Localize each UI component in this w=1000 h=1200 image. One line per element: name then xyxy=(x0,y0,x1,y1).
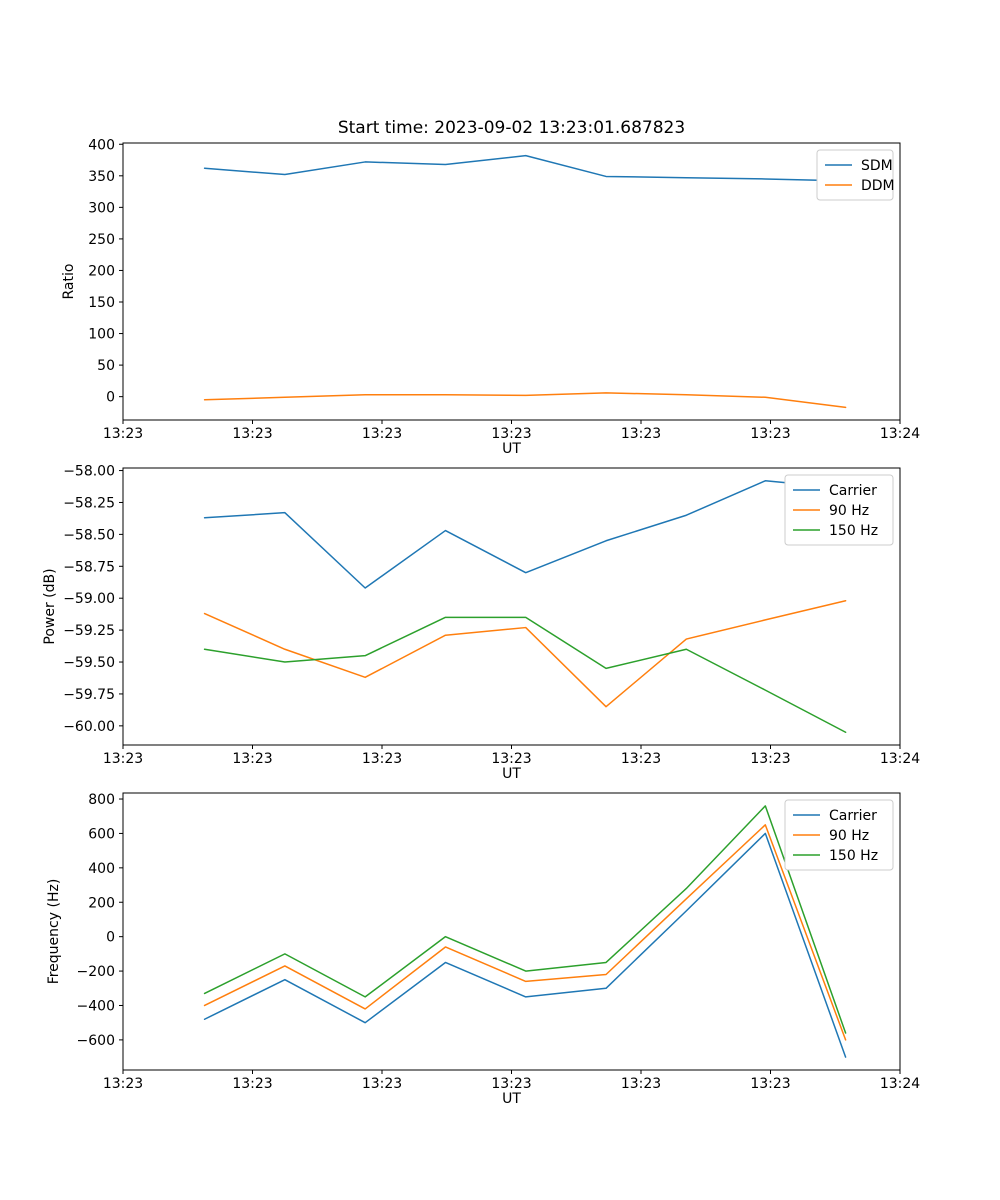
legend-label: 150 Hz xyxy=(829,848,878,864)
y-tick-label: −58.75 xyxy=(63,559,115,575)
legend-label: 90 Hz xyxy=(829,828,869,844)
y-tick-label: 0 xyxy=(106,930,115,946)
y-tick-label: 200 xyxy=(88,263,115,279)
x-tick-label: 13:23 xyxy=(232,1076,272,1092)
y-tick-label: −58.50 xyxy=(63,527,115,543)
y-tick-label: −58.25 xyxy=(63,495,115,511)
y-tick-label: −59.25 xyxy=(63,623,115,639)
y-tick-label: −600 xyxy=(77,1033,115,1049)
x-tick-label: 13:23 xyxy=(232,751,272,767)
y-tick-label: 250 xyxy=(88,232,115,248)
x-tick-label: 13:23 xyxy=(103,426,143,442)
x-tick-label: 13:23 xyxy=(362,426,402,442)
series-line-150-hz xyxy=(203,805,847,1034)
x-tick-label: 13:23 xyxy=(621,426,661,442)
y-tick-label: 600 xyxy=(88,826,115,842)
y-tick-label: 300 xyxy=(88,200,115,216)
x-tick-label: 13:23 xyxy=(750,426,790,442)
legend-label: SDM xyxy=(861,158,893,174)
legend-label: DDM xyxy=(861,178,895,194)
legend-box xyxy=(784,799,894,871)
y-tick-label: −400 xyxy=(77,998,115,1014)
x-tick-label: 13:23 xyxy=(362,1076,402,1092)
x-tick-label: 13:23 xyxy=(103,751,143,767)
y-tick-label: −58.00 xyxy=(63,464,115,480)
y-tick-label: 350 xyxy=(88,169,115,185)
x-tick-label: 13:23 xyxy=(750,1076,790,1092)
x-tick-label: 13:23 xyxy=(103,1076,143,1092)
x-tick-label: 13:23 xyxy=(621,751,661,767)
y-tick-label: 200 xyxy=(88,895,115,911)
figure-title: Start time: 2023-09-02 13:23:01.687823 xyxy=(337,118,686,138)
axes-frame xyxy=(122,792,901,1071)
x-tick-label: 13:23 xyxy=(362,751,402,767)
series-line-carrier xyxy=(203,832,847,1058)
legend-box xyxy=(784,474,894,546)
x-tick-label: 13:24 xyxy=(880,1076,920,1092)
series-line-90-hz xyxy=(203,600,847,708)
y-axis-label: Power (dB) xyxy=(42,568,58,644)
y-tick-label: −200 xyxy=(77,964,115,980)
legend-label: Carrier xyxy=(829,483,877,499)
x-tick-label: 13:23 xyxy=(491,426,531,442)
x-tick-label: 13:24 xyxy=(880,426,920,442)
y-tick-label: 400 xyxy=(88,137,115,153)
x-tick-label: 13:23 xyxy=(232,426,272,442)
legend-label: Carrier xyxy=(829,808,877,824)
y-tick-label: 400 xyxy=(88,861,115,877)
y-tick-label: −59.75 xyxy=(63,687,115,703)
y-tick-label: 800 xyxy=(88,792,115,808)
y-tick-label: 100 xyxy=(88,327,115,343)
legend-box xyxy=(816,149,894,201)
y-tick-label: 0 xyxy=(106,390,115,406)
y-axis-label: Frequency (Hz) xyxy=(46,879,62,985)
x-tick-label: 13:23 xyxy=(621,1076,661,1092)
series-line-carrier xyxy=(203,480,847,589)
series-line-150-hz xyxy=(203,616,847,733)
x-axis-label: UT xyxy=(502,441,521,457)
y-tick-label: −59.00 xyxy=(63,591,115,607)
legend-label: 150 Hz xyxy=(829,523,878,539)
y-tick-label: 150 xyxy=(88,295,115,311)
legend-label: 90 Hz xyxy=(829,503,869,519)
x-tick-label: 13:23 xyxy=(750,751,790,767)
y-tick-label: −59.50 xyxy=(63,655,115,671)
series-line-sdm xyxy=(203,154,847,182)
x-tick-label: 13:23 xyxy=(491,1076,531,1092)
y-tick-label: −60.00 xyxy=(63,719,115,735)
series-line-90-hz xyxy=(203,824,847,1041)
y-tick-label: 50 xyxy=(97,358,115,374)
x-axis-label: UT xyxy=(502,766,521,782)
series-line-ddm xyxy=(203,392,847,409)
x-axis-label: UT xyxy=(502,1091,521,1107)
x-tick-label: 13:23 xyxy=(491,751,531,767)
x-tick-label: 13:24 xyxy=(880,751,920,767)
y-axis-label: Ratio xyxy=(61,264,77,300)
